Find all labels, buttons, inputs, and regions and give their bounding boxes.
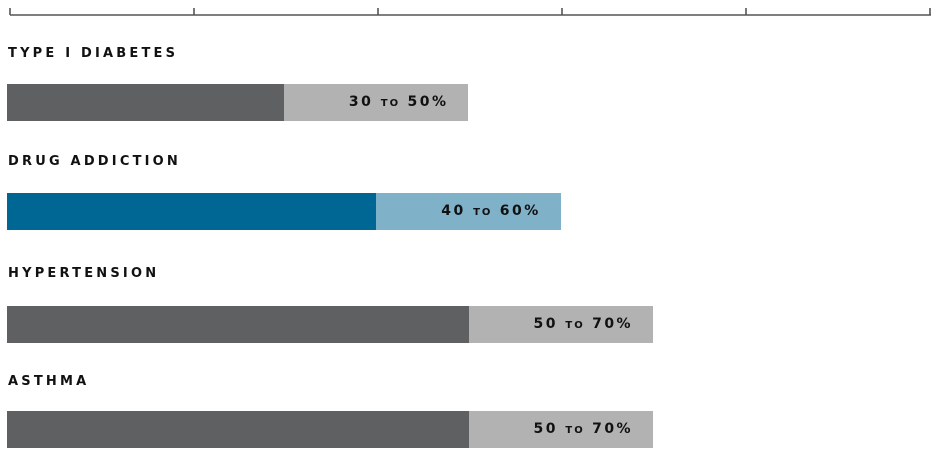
range-low-value: 50 bbox=[533, 316, 558, 332]
range-high-value: 70% bbox=[592, 421, 634, 437]
category-label-type-1-diabetes: TYPE I DIABETES bbox=[8, 46, 179, 61]
bar-asthma: 50 TO 70% bbox=[7, 411, 654, 448]
bar-segment-range bbox=[468, 306, 654, 343]
bar-hypertension: 50 TO 70% bbox=[7, 306, 654, 343]
range-label-type-1-diabetes: 30 TO 50% bbox=[349, 84, 449, 121]
range-to-word: TO bbox=[473, 207, 493, 218]
category-label-asthma: ASTHMA bbox=[8, 374, 90, 389]
range-high-value: 70% bbox=[592, 316, 634, 332]
range-label-asthma: 50 TO 70% bbox=[534, 411, 634, 448]
range-to-word: TO bbox=[380, 98, 401, 109]
category-label-hypertension: HYPERTENSION bbox=[8, 266, 160, 281]
range-high-value: 50% bbox=[407, 94, 449, 110]
range-low-value: 40 bbox=[441, 203, 466, 219]
range-low-value: 50 bbox=[533, 421, 558, 437]
bar-segment-low bbox=[7, 306, 469, 343]
bar-segment-low bbox=[7, 411, 469, 448]
bar-segment-range bbox=[283, 84, 469, 121]
bar-segment-range bbox=[376, 193, 561, 230]
bar-segment-low bbox=[7, 84, 284, 121]
range-low-value: 30 bbox=[348, 94, 374, 110]
bar-type-1-diabetes: 30 TO 50% bbox=[7, 84, 469, 121]
range-high-value: 60% bbox=[499, 203, 541, 219]
range-label-drug-addiction: 40 TO 60% bbox=[441, 193, 541, 230]
bar-segment-low bbox=[7, 193, 377, 230]
range-to-word: TO bbox=[565, 425, 585, 436]
bar-segment-range bbox=[468, 411, 654, 448]
range-label-hypertension: 50 TO 70% bbox=[534, 306, 634, 343]
x-axis bbox=[9, 8, 931, 16]
range-to-word: TO bbox=[565, 320, 585, 331]
category-label-drug-addiction: DRUG ADDICTION bbox=[8, 154, 182, 169]
bar-drug-addiction: 40 TO 60% bbox=[7, 193, 561, 230]
